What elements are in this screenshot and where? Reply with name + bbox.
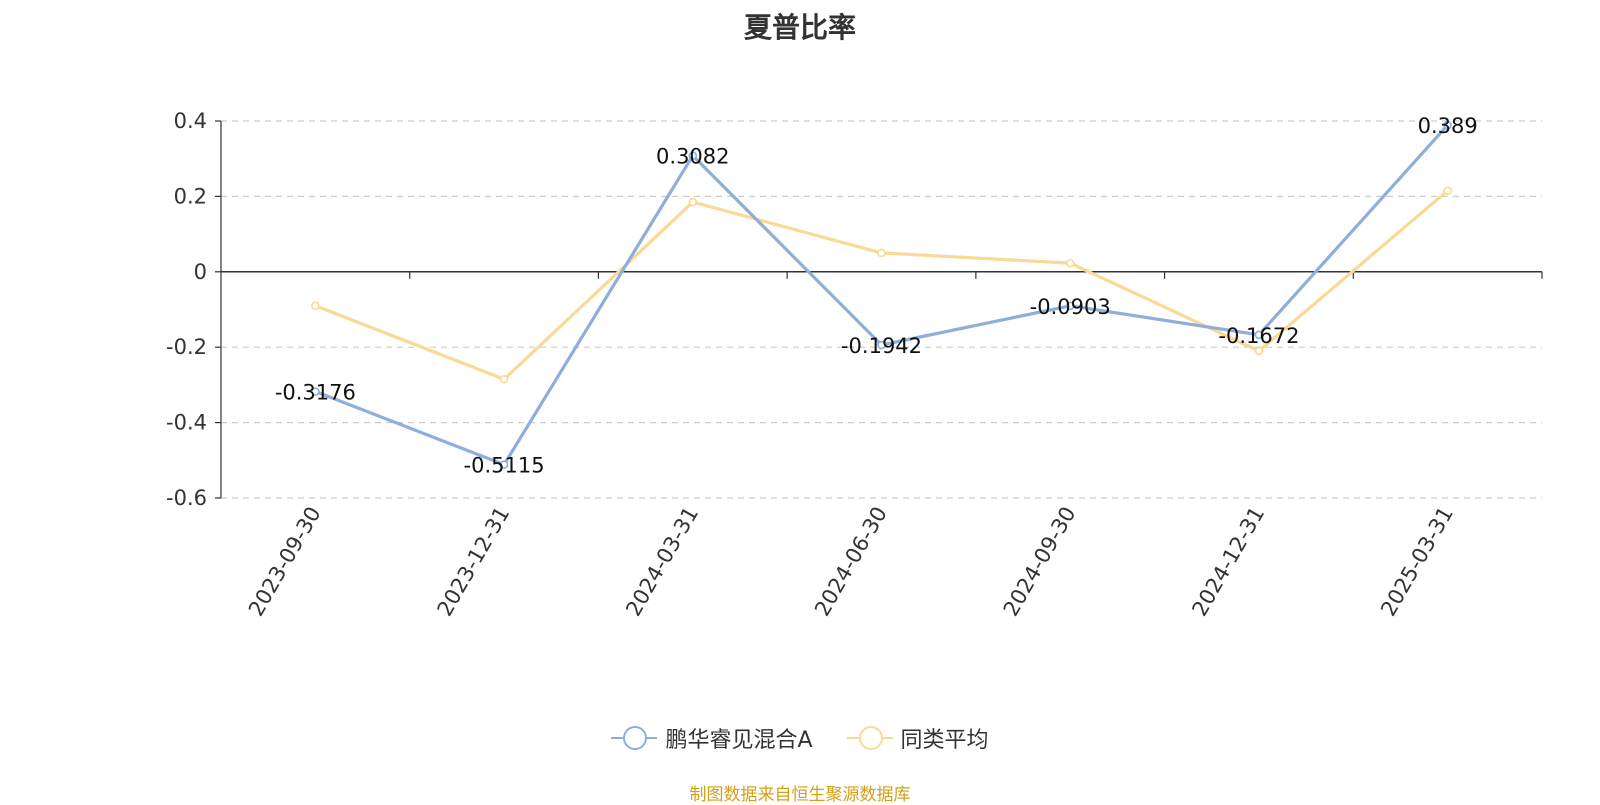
legend-item-category-average[interactable]: 同类平均 <box>846 722 989 754</box>
series-lines <box>311 120 1452 469</box>
y-tick-label: -0.2 <box>166 335 207 359</box>
series-point-1 <box>1443 186 1452 196</box>
data-label: 0.3082 <box>656 145 729 169</box>
data-labels: -0.3176 -0.5115 0.3082 -0.1942 -0.0903 -0.167… <box>275 114 1478 477</box>
y-tick-label: -0.4 <box>166 411 207 435</box>
data-label: -0.3176 <box>275 381 356 405</box>
source-note: 制图数据来自恒生聚源数据库 <box>689 785 911 805</box>
series-point-1 <box>877 248 886 258</box>
legend-marker-fund-icon <box>611 726 658 750</box>
series-point-0 <box>311 387 320 396</box>
data-label: -0.1942 <box>841 334 922 358</box>
series-line-0 <box>314 124 1449 467</box>
data-label: -0.5115 <box>464 454 545 478</box>
x-tick-label: 2023-12-31 <box>433 502 515 620</box>
series-point-0 <box>688 151 698 160</box>
data-label: -0.1672 <box>1218 324 1299 348</box>
x-tick-label: 2023-09-30 <box>244 503 326 621</box>
y-tick-label: 0.2 <box>174 184 207 208</box>
series-point-1 <box>1254 346 1264 356</box>
series-point-1 <box>311 301 320 311</box>
series-point-0 <box>1065 301 1075 311</box>
series-point-1 <box>688 197 698 207</box>
series-point-0 <box>1254 330 1264 340</box>
legend-label-fund: 鹏华睿见混合A <box>665 728 813 753</box>
chart-title: 夏普比率 <box>743 11 856 44</box>
data-label: -0.0903 <box>1030 295 1111 319</box>
data-label: 0.389 <box>1418 114 1478 138</box>
y-tick-label: -0.6 <box>166 486 207 510</box>
x-tick-label: 2024-09-30 <box>999 503 1081 621</box>
x-tick-label: 2024-12-31 <box>1187 503 1269 621</box>
series-point-0 <box>1443 120 1452 130</box>
legend-item-fund[interactable]: 鹏华睿见混合A <box>611 722 813 754</box>
series-point-1 <box>499 374 509 384</box>
x-tick-label: 2024-06-30 <box>810 503 892 621</box>
series-point-0 <box>877 340 886 350</box>
y-tick-label: 0.4 <box>174 109 207 133</box>
x-tick-label: 2025-03-31 <box>1376 503 1458 621</box>
grid-lines <box>221 120 1542 499</box>
legend: 鹏华睿见混合A 同类平均 <box>0 722 1600 754</box>
y-tick-label: 0 <box>194 260 207 284</box>
series-point-1 <box>1065 258 1075 268</box>
legend-marker-average-icon <box>846 726 893 750</box>
legend-label-average: 同类平均 <box>900 728 989 753</box>
series-point-0 <box>499 460 509 469</box>
x-tick-label: 2024-03-31 <box>621 503 703 621</box>
axes: 0.4 0.2 0 -0.2 -0.4 -0.6 2023-09-30 2023-12-31 2… <box>166 109 1543 621</box>
